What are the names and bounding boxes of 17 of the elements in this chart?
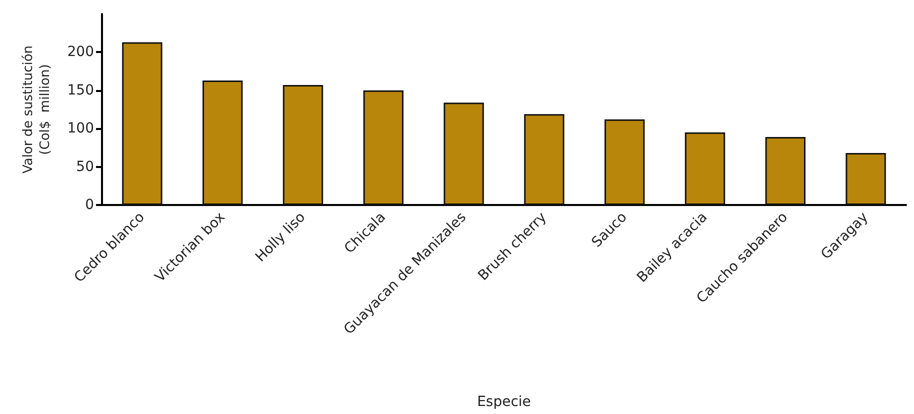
bar — [444, 102, 484, 205]
bar — [765, 137, 806, 205]
bar — [604, 119, 645, 205]
bar — [524, 114, 564, 205]
bar — [122, 42, 162, 205]
bar — [846, 153, 886, 205]
y-tick-label: 50 — [76, 158, 94, 175]
bar — [363, 90, 404, 205]
bar — [282, 85, 324, 205]
bar — [202, 80, 243, 205]
x-axis-title: Especie — [477, 394, 531, 410]
y-tick-label: 200 — [67, 44, 94, 60]
y-tick-label: 150 — [67, 82, 94, 98]
y-tick-label: 0 — [85, 197, 94, 213]
bar — [684, 132, 726, 205]
y-axis-title: Valor de sustitución (Col$ million) — [21, 45, 53, 174]
y-tick-label: 100 — [67, 120, 94, 137]
